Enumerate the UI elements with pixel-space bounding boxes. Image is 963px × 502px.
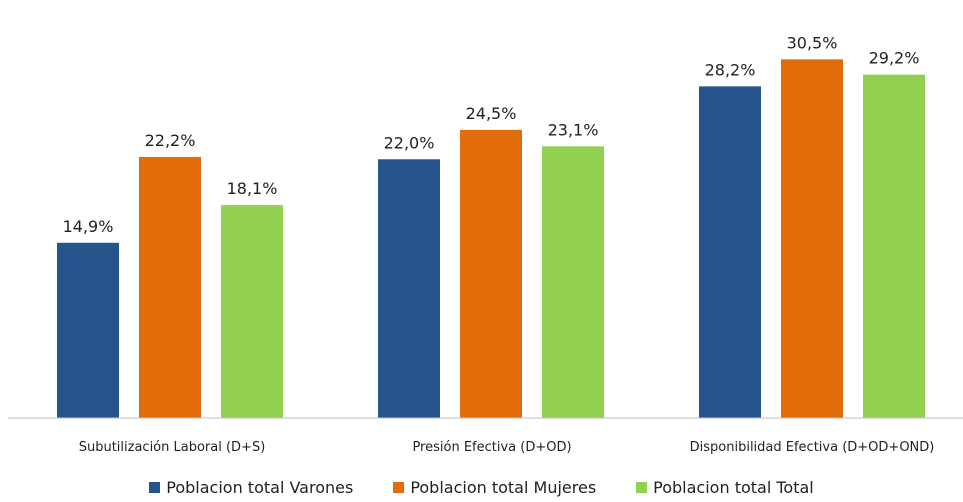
bar-varones-1 <box>378 159 440 418</box>
legend-item-mujeres: Poblacion total Mujeres <box>393 478 596 497</box>
bar-total-1 <box>542 146 604 418</box>
bar-total-2 <box>863 74 925 418</box>
bar-mujeres-1 <box>460 129 522 418</box>
bar-mujeres-0 <box>139 156 201 419</box>
bar-mujeres-2 <box>781 59 843 418</box>
bar-chart: 14,9% 22,2% 18,1% 22,0% 24,5% 23,1% 28,2% 30,5%… <box>8 33 963 455</box>
category-label-0: Subutilización Laboral (D+S) <box>79 440 266 455</box>
bar-varones-2 <box>699 86 761 419</box>
data-label-mujeres-2: 30,5% <box>787 33 838 52</box>
data-label-varones-0: 14,9% <box>63 217 114 236</box>
bar-varones-0 <box>57 242 119 418</box>
legend-item-total: Poblacion total Total <box>636 478 814 497</box>
data-label-total-0: 18,1% <box>227 179 278 198</box>
category-label-1: Presión Efectiva (D+OD) <box>412 440 571 455</box>
legend-item-varones: Poblacion total Varones <box>149 478 353 497</box>
category-labels-layer: Subutilización Laboral (D+S) Presión Efec… <box>79 440 935 455</box>
legend-swatch-varones <box>149 482 161 493</box>
bars-layer <box>57 59 925 419</box>
data-label-total-2: 29,2% <box>869 49 920 68</box>
legend-label-total: Poblacion total Total <box>653 478 814 497</box>
legend-swatch-mujeres <box>393 482 405 493</box>
data-label-varones-1: 22,0% <box>384 133 435 152</box>
data-label-varones-2: 28,2% <box>705 60 756 79</box>
legend-swatch-total <box>636 482 648 493</box>
data-label-mujeres-0: 22,2% <box>145 131 196 150</box>
bar-total-0 <box>221 205 283 418</box>
legend: Poblacion total Varones Poblacion total … <box>0 478 963 497</box>
category-label-2: Disponibilidad Efectiva (D+OD+OND) <box>690 440 935 455</box>
data-label-mujeres-1: 24,5% <box>466 104 517 123</box>
data-label-total-1: 23,1% <box>548 120 599 139</box>
legend-label-varones: Poblacion total Varones <box>166 478 354 497</box>
data-labels-layer: 14,9% 22,2% 18,1% 22,0% 24,5% 23,1% 28,2% 30,5%… <box>63 33 920 235</box>
legend-label-mujeres: Poblacion total Mujeres <box>410 478 597 497</box>
